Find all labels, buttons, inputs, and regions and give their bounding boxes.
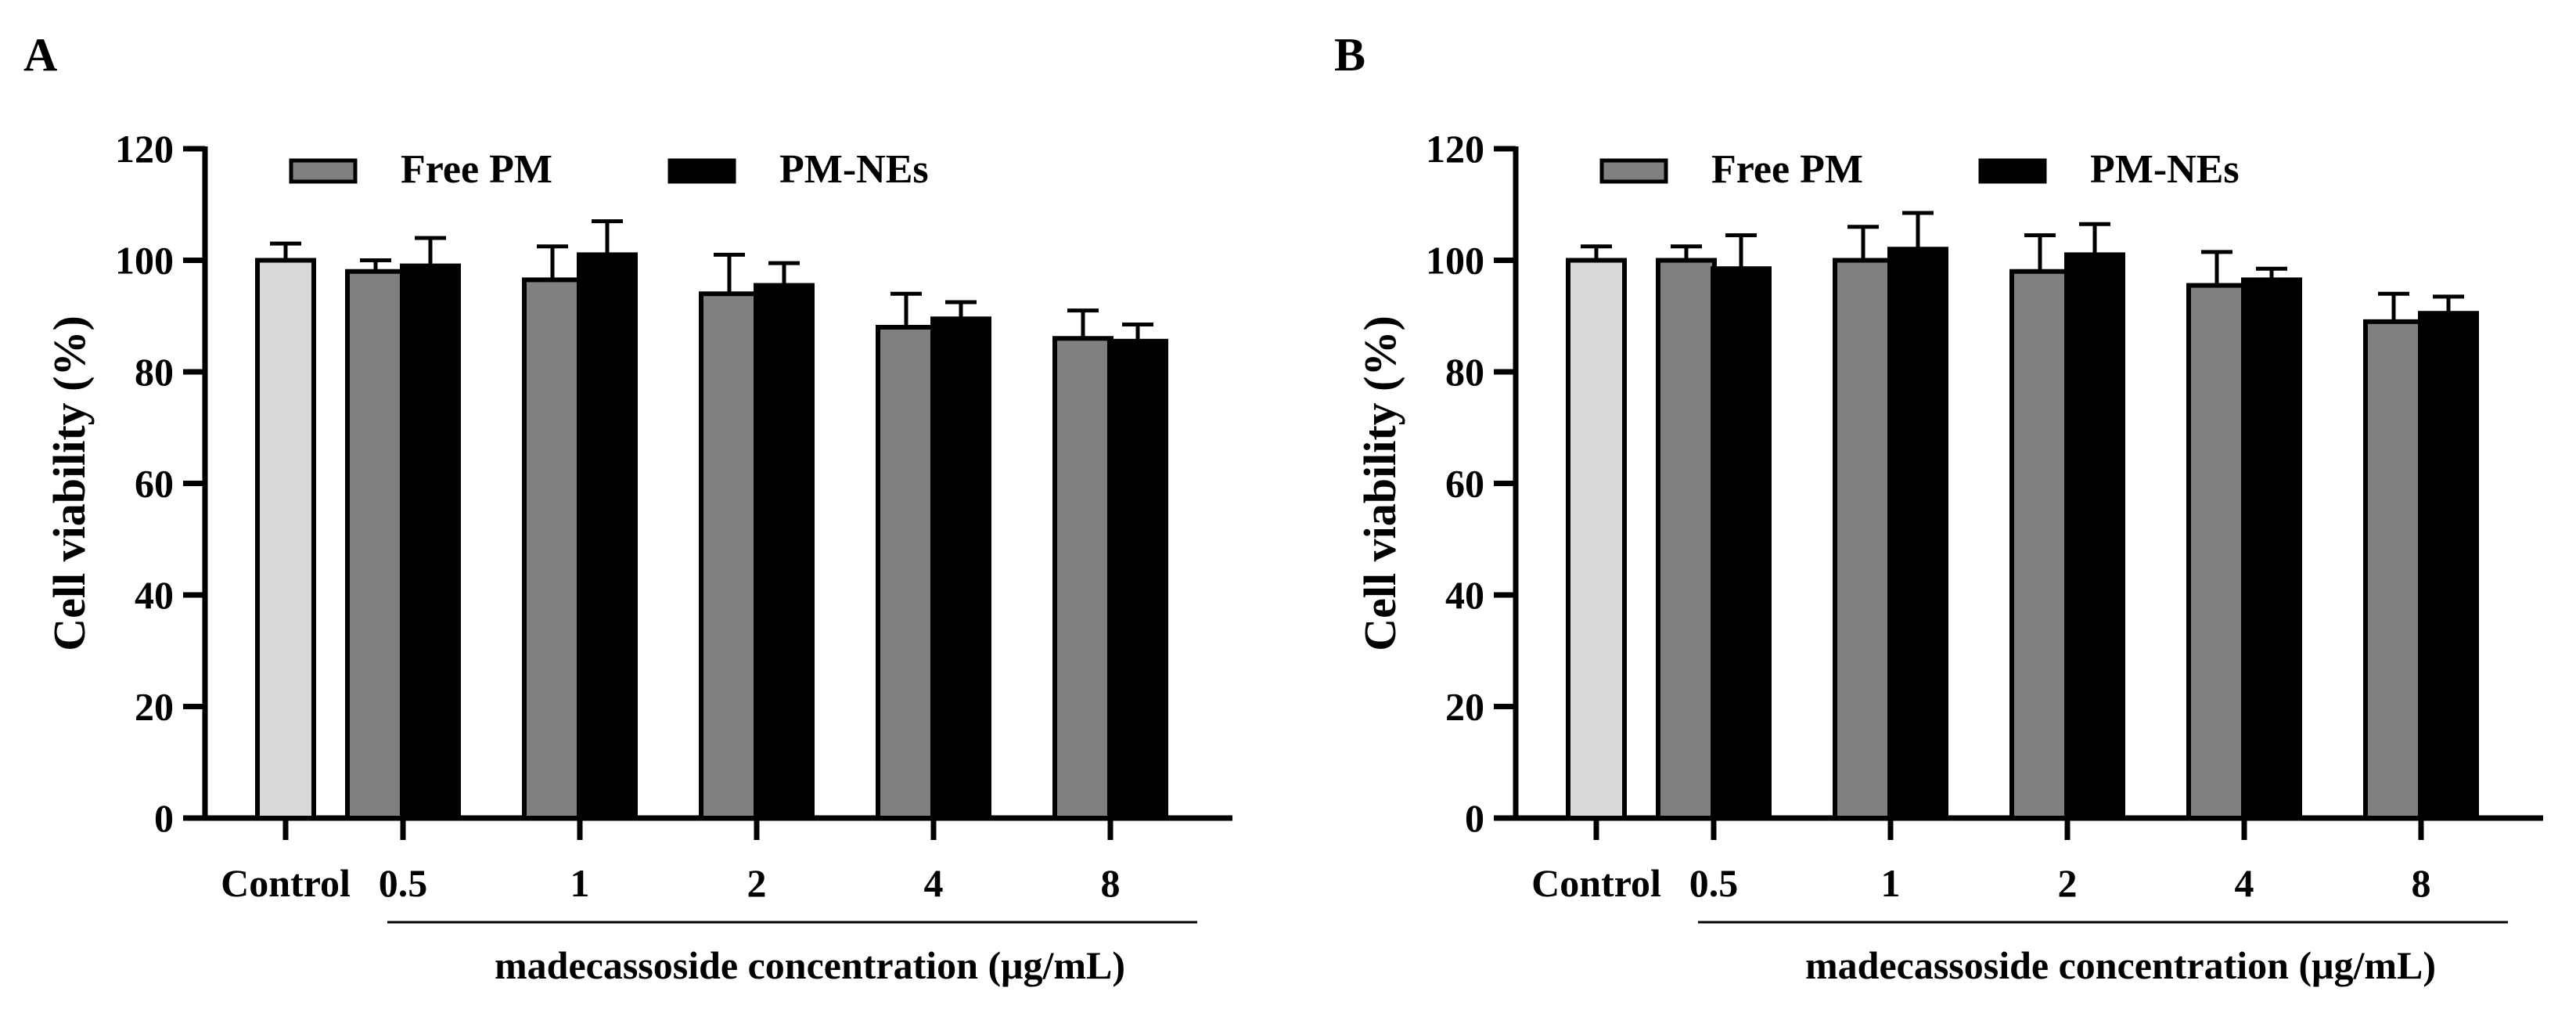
pm-nes-bar — [2064, 252, 2125, 820]
pm-nes-bar — [2241, 277, 2302, 820]
x-tick-label: 8 — [1101, 861, 1121, 905]
x-tick-label: 0.5 — [379, 861, 428, 905]
panel-label: A — [23, 29, 57, 81]
panel-a: A 0 20 40 60 80 100 120 Cell viability (%) Contro… — [23, 29, 1232, 987]
x-axis-title: madecassoside concentration (μg/mL) — [495, 943, 1125, 987]
x-tick-label: 0.5 — [1689, 861, 1739, 905]
free-pm-legend-label: Free PM — [1711, 147, 1863, 192]
free-pm-bar — [2009, 269, 2071, 820]
pm-nes-bar — [930, 316, 991, 820]
y-tick-label: 100 — [1426, 239, 1484, 283]
control-bar — [1566, 258, 1627, 820]
y-tick-label: 60 — [135, 462, 174, 506]
x-axis-title: madecassoside concentration (μg/mL) — [1805, 943, 2436, 987]
y-tick-label: 0 — [1465, 796, 1484, 840]
pm-nes-bar — [577, 252, 638, 820]
pm-nes-legend-label: PM-NEs — [2090, 147, 2240, 192]
y-tick-label: 20 — [1445, 685, 1484, 729]
x-tick-label: 4 — [924, 861, 944, 905]
pm-nes-legend-swatch — [667, 158, 736, 184]
free-pm-bar — [522, 277, 583, 820]
y-tick-label: 120 — [1426, 127, 1484, 171]
pm-nes-legend-label: PM-NEs — [779, 147, 929, 192]
y-axis-title: Cell viability (%) — [1355, 315, 1405, 651]
free-pm-bar — [699, 291, 760, 820]
free-pm-legend-swatch — [1599, 158, 1668, 184]
free-pm-bar — [345, 269, 406, 820]
pm-nes-bar — [400, 263, 461, 820]
control-bar — [255, 258, 316, 820]
x-tick-label: 1 — [570, 861, 590, 905]
y-tick-label: 100 — [115, 239, 174, 283]
y-tick-label: 20 — [135, 685, 174, 729]
y-tick-label: 120 — [115, 127, 174, 171]
free-pm-bar — [876, 325, 937, 820]
y-tick-label: 40 — [1445, 573, 1484, 617]
x-tick-label: Control — [1531, 861, 1661, 905]
free-pm-legend-swatch — [289, 158, 358, 184]
pm-nes-bar — [1887, 247, 1948, 820]
free-pm-bar — [2186, 283, 2247, 820]
y-tick-label: 60 — [1445, 462, 1484, 506]
pm-nes-bar — [754, 283, 815, 820]
pm-nes-bar — [2418, 311, 2479, 820]
free-pm-bar — [1833, 258, 1894, 820]
x-tick-label: 8 — [2412, 861, 2431, 905]
y-tick-label: 80 — [135, 350, 174, 394]
x-tick-label: 1 — [1881, 861, 1901, 905]
pm-nes-bar — [1711, 266, 1772, 820]
x-tick-label: Control — [221, 861, 351, 905]
panel-b: B 0 20 40 60 80 100 120 Cell viability (%) Contro… — [1334, 29, 2543, 987]
panel-label: B — [1334, 29, 1365, 81]
y-tick-label: 0 — [154, 796, 174, 840]
free-pm-legend-label: Free PM — [401, 147, 552, 192]
y-tick-label: 80 — [1445, 350, 1484, 394]
x-tick-label: 2 — [747, 861, 767, 905]
pm-nes-bar — [1107, 338, 1168, 820]
free-pm-bar — [1656, 258, 1717, 820]
y-axis-title: Cell viability (%) — [44, 315, 95, 651]
y-tick-label: 40 — [135, 573, 174, 617]
free-pm-bar — [2363, 319, 2424, 820]
pm-nes-legend-swatch — [1978, 158, 2047, 184]
free-pm-bar — [1052, 336, 1114, 820]
x-tick-label: 2 — [2058, 861, 2078, 905]
x-tick-label: 4 — [2235, 861, 2254, 905]
